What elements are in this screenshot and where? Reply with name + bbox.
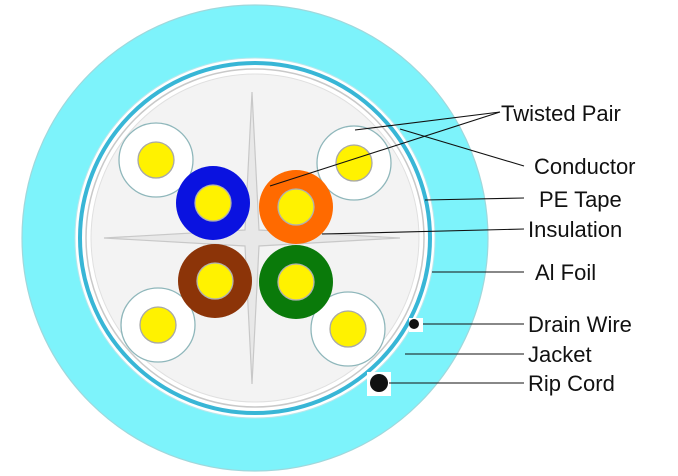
leader-twisted-pair-2 [269,111,501,187]
twisted-pair-blue [176,166,250,240]
label-drain-wire: Drain Wire [528,312,632,337]
leader-pe-tape [424,197,525,201]
leader-insulation [321,228,525,235]
label-twisted-pair: Twisted Pair [501,101,621,126]
twisted-pair-clear-top-left [118,122,194,198]
twisted-pair-clear-bottom-right [310,291,386,367]
al-foil-ring [78,61,432,415]
leader-twisted-pair-1 [354,111,501,131]
leader-lines [269,111,525,384]
label-conductor: Conductor [534,154,636,179]
label-insulation: Insulation [528,217,622,242]
label-rip-cord: Rip Cord [528,371,615,396]
twisted-pair-green [259,245,333,319]
drain-wire [409,319,419,329]
leader-conductor [399,128,525,167]
twisted-pair-brown [178,244,252,318]
label-jacket: Jacket [528,342,592,367]
label-pe-tape: PE Tape [539,187,622,212]
twisted-pair-clear-bottom-left [120,287,196,363]
twisted-pair-orange [259,170,333,244]
twisted-pair-clear-top-right [316,125,392,201]
rip-cord [370,374,388,392]
label-al-foil: Al Foil [535,260,596,285]
